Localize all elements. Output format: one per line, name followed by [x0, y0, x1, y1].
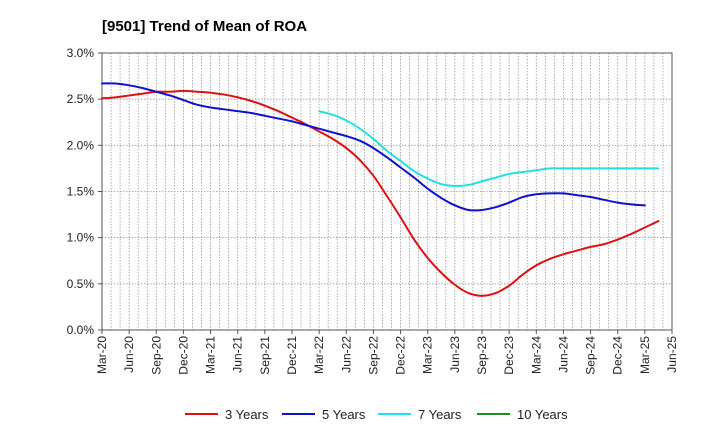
x-tick-label: Mar-25: [638, 336, 652, 374]
x-tick-label: Jun-24: [556, 336, 570, 373]
x-tick-label: Mar-22: [312, 336, 326, 374]
x-tick-label: Sep-23: [475, 336, 489, 375]
x-axis: Mar-20 Jun-20 Sep-20 Dec-20 Mar-21 Jun-21 Sep-…: [95, 330, 679, 375]
y-tick-label: 1.5%: [67, 185, 95, 199]
x-tick-label: Dec-24: [611, 336, 625, 375]
series-line-7-years: [318, 110, 660, 187]
legend-label-3-years: 3 Years: [225, 407, 269, 422]
x-tick-label: Jun-20: [122, 336, 136, 373]
x-tick-label: Jun-23: [448, 336, 462, 373]
x-tick-label: Dec-21: [285, 336, 299, 375]
y-axis: 0.0% 0.5% 1.0% 1.5% 2.0% 2.5% 3.0%: [67, 46, 102, 337]
y-tick-label: 2.5%: [67, 92, 95, 106]
chart-title: [9501] Trend of Mean of ROA: [102, 18, 307, 35]
legend: 3 Years 5 Years 7 Years 10 Years: [185, 407, 568, 422]
x-tick-label: Mar-24: [529, 336, 543, 374]
x-tick-label: Dec-22: [394, 336, 408, 375]
x-tick-label: Sep-22: [366, 336, 380, 375]
series-lines: [101, 82, 660, 297]
x-tick-label: Sep-21: [258, 336, 272, 375]
y-tick-label: 1.0%: [67, 231, 95, 245]
x-tick-label: Dec-23: [502, 336, 516, 375]
legend-label-7-years: 7 Years: [418, 407, 462, 422]
x-tick-label: Mar-21: [204, 336, 218, 374]
x-tick-label: Sep-20: [149, 336, 163, 375]
series-line-3-years: [101, 89, 660, 297]
grid: [102, 53, 672, 330]
y-tick-label: 3.0%: [67, 46, 95, 60]
x-tick-label: Sep-24: [584, 336, 598, 375]
x-tick-label: Jun-25: [665, 336, 679, 373]
x-tick-label: Jun-22: [339, 336, 353, 373]
legend-label-5-years: 5 Years: [322, 407, 366, 422]
x-tick-label: Jun-21: [231, 336, 245, 373]
y-tick-label: 0.5%: [67, 277, 95, 291]
x-tick-label: Mar-20: [95, 336, 109, 374]
x-tick-label: Dec-20: [176, 336, 190, 375]
legend-label-10-years: 10 Years: [517, 407, 568, 422]
series-line-5-years: [101, 82, 646, 212]
x-tick-label: Mar-23: [421, 336, 435, 374]
y-tick-label: 0.0%: [67, 323, 95, 337]
y-tick-label: 2.0%: [67, 138, 95, 152]
